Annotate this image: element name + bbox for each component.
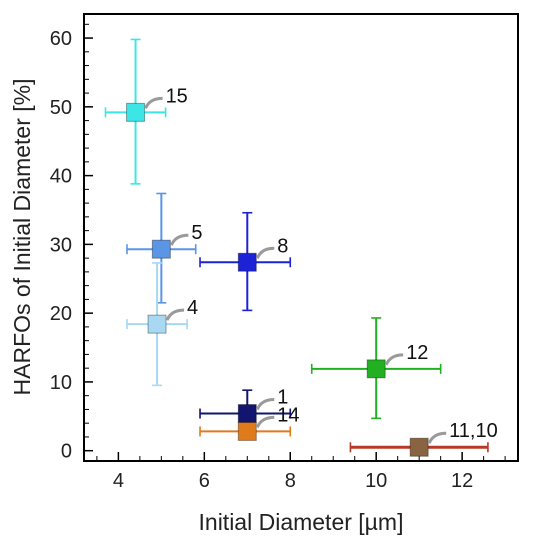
y-tick-label: 30 — [50, 234, 72, 256]
x-tick-label: 6 — [199, 470, 210, 492]
x-tick-label: 4 — [113, 470, 124, 492]
y-tick-label: 50 — [50, 97, 72, 119]
marker-square — [237, 404, 257, 424]
x-axis-title: Initial Diameter [µm] — [199, 509, 404, 535]
label-leader — [165, 308, 185, 321]
point-label: 15 — [166, 85, 188, 107]
data-point-11-10: 11,10 — [349, 420, 498, 457]
point-label: 14 — [277, 404, 299, 426]
data-point-5: 5 — [126, 192, 202, 304]
point-label: 5 — [191, 222, 202, 244]
y-tick-label: 0 — [61, 441, 72, 463]
label-leader — [169, 233, 189, 246]
data-point-8: 8 — [199, 211, 292, 312]
label-leader — [144, 96, 163, 109]
ticks-layer: 4 6 8 10 12 0 10 20 30 40 50 60 — [50, 23, 506, 492]
point-label: 4 — [187, 297, 198, 319]
plot-frame — [83, 13, 519, 462]
y-tick-label: 20 — [50, 303, 72, 325]
marker-square — [126, 102, 146, 122]
marker-square — [237, 421, 257, 441]
point-label: 1 — [277, 387, 288, 409]
marker-square — [366, 359, 386, 379]
x-tick-label: 12 — [451, 470, 473, 492]
y-tick-label: 40 — [50, 166, 72, 188]
point-label: 11,10 — [449, 420, 498, 442]
label-leader — [427, 431, 447, 444]
marks-layer: 15 5 4 8 12 114 11,10 — [104, 38, 498, 457]
y-tick-label: 10 — [50, 372, 72, 394]
data-point-4: 4 — [126, 262, 198, 387]
data-point-12: 12 — [310, 317, 442, 420]
x-tick-label: 8 — [285, 470, 296, 492]
label-leader — [255, 415, 275, 429]
data-point-15: 15 — [104, 38, 188, 185]
x-tick-label: 10 — [365, 470, 387, 492]
marker-square — [147, 314, 167, 334]
data-point-1: 1 — [199, 387, 292, 438]
marker-square — [409, 437, 429, 457]
y-tick-label: 60 — [50, 28, 72, 50]
y-axis-title: HARFOs of Initial Diameter [%] — [9, 79, 35, 396]
data-point-14: 14 — [199, 404, 300, 441]
label-leader — [255, 246, 275, 259]
marker-square — [237, 252, 257, 272]
label-leader — [384, 353, 404, 366]
label-leader — [255, 398, 275, 411]
point-label: 12 — [406, 342, 428, 364]
marker-square — [151, 239, 171, 259]
point-label: 8 — [277, 235, 288, 257]
